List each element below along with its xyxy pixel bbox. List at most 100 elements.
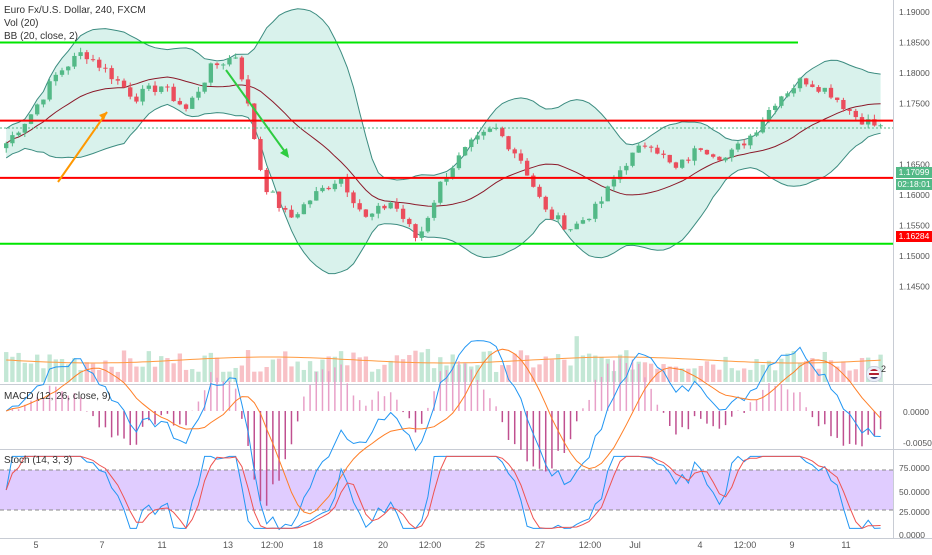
- volume-bar: [276, 358, 282, 382]
- volume-bar: [419, 352, 424, 382]
- candle-body: [400, 208, 406, 219]
- volume-bar: [586, 353, 592, 382]
- candle-body: [97, 59, 102, 68]
- macd-tick-label: 0.0000: [903, 407, 929, 417]
- volume-bar: [351, 352, 356, 382]
- time-tick-label: 13: [223, 540, 233, 550]
- candle-body: [797, 78, 803, 89]
- volume-bar: [537, 364, 542, 382]
- bollinger-basis: [5, 76, 881, 207]
- volume-bar: [35, 354, 40, 382]
- symbol-legend[interactable]: Euro Fx/U.S. Dollar, 240, FXCM: [4, 5, 146, 16]
- candle-body: [376, 205, 381, 214]
- candle-body: [152, 85, 158, 92]
- stoch-tick-label: 25.0000: [899, 507, 930, 517]
- volume-bar: [655, 368, 660, 382]
- volume-bar: [301, 369, 307, 382]
- volume-bar: [326, 356, 331, 382]
- candle-body: [810, 84, 815, 88]
- time-tick-label: 12:00: [734, 540, 757, 550]
- candle-body: [816, 87, 821, 92]
- candle-body: [301, 204, 307, 215]
- candle-body: [208, 63, 214, 83]
- green-trend-arrow: [225, 69, 289, 157]
- candle-body: [531, 175, 536, 187]
- volume-bar: [400, 359, 406, 382]
- candle-body: [729, 149, 734, 158]
- volume-bar: [512, 353, 517, 382]
- candle-body: [872, 119, 877, 126]
- candle-body: [698, 148, 703, 150]
- bollinger-fill: [6, 8, 881, 274]
- volume-bar: [748, 369, 753, 382]
- volume-bar: [357, 357, 362, 382]
- volume-legend[interactable]: Vol (20): [4, 18, 39, 29]
- candle-body: [419, 231, 424, 238]
- time-tick-label: 9: [789, 540, 794, 550]
- candle-body: [667, 154, 672, 163]
- price-tick-label: 1.15000: [899, 251, 930, 261]
- volume-bar: [233, 367, 238, 382]
- candle-body: [717, 156, 722, 161]
- candle-body: [134, 96, 139, 102]
- volume-bar: [729, 368, 734, 382]
- volume-bar: [574, 336, 579, 382]
- volume-bar: [270, 359, 276, 382]
- volume-bar: [221, 371, 226, 382]
- volume-bar: [562, 359, 567, 382]
- price-tick-label: 1.16000: [899, 190, 930, 200]
- macd-line: [5, 340, 881, 531]
- candle-body: [314, 191, 319, 201]
- macd-legend[interactable]: MACD (12, 26, close, 9): [4, 391, 111, 402]
- candle-body: [320, 187, 325, 192]
- candle-body: [748, 135, 753, 146]
- candle-body: [741, 143, 747, 146]
- stoch-legend[interactable]: Stoch (14, 3, 3): [4, 455, 73, 466]
- time-tick-label: Jul: [629, 540, 641, 550]
- candle-body: [636, 145, 641, 153]
- candle-body: [512, 149, 517, 154]
- volume-bar: [413, 350, 418, 382]
- candle-body: [580, 220, 586, 224]
- candle-body: [72, 55, 77, 67]
- volume-bar: [177, 353, 183, 382]
- candle-body: [283, 207, 288, 210]
- candle-body: [456, 155, 462, 169]
- volume-bar: [258, 371, 263, 382]
- candle-body: [10, 135, 15, 144]
- volume-bar: [785, 353, 790, 382]
- flag-icon: [869, 369, 879, 379]
- volume-bar: [307, 361, 313, 382]
- volume-bar: [134, 366, 139, 382]
- candle-body: [686, 159, 691, 161]
- volume-bar: [252, 371, 257, 382]
- volume-bar: [766, 360, 772, 382]
- candle-body: [444, 177, 449, 182]
- volume-bar: [506, 365, 511, 382]
- candle-body: [723, 157, 728, 161]
- candle-body: [785, 93, 790, 97]
- green-arrow-head: [280, 148, 289, 158]
- candle-body: [841, 99, 846, 110]
- bollinger-upper-band: [5, 8, 881, 181]
- volume-bar: [66, 364, 71, 382]
- candle-body: [655, 147, 660, 154]
- candle-body: [791, 88, 796, 94]
- candle-body: [407, 218, 412, 225]
- flag-badge[interactable]: [866, 366, 882, 382]
- volume-bar: [518, 350, 524, 382]
- current-price-tag: 1.17099: [896, 167, 932, 178]
- bb-legend[interactable]: BB (20, close, 2): [4, 31, 78, 42]
- candle-body: [121, 80, 127, 88]
- time-tick-label: 25: [475, 540, 485, 550]
- volume-bar: [214, 357, 220, 382]
- orange-trend-arrow: [57, 111, 108, 183]
- candle-body: [866, 119, 871, 125]
- candle-body: [735, 143, 741, 150]
- candle-body: [506, 136, 511, 150]
- candle-body: [363, 209, 369, 217]
- volume-bar: [407, 355, 412, 382]
- candle-body: [47, 81, 52, 100]
